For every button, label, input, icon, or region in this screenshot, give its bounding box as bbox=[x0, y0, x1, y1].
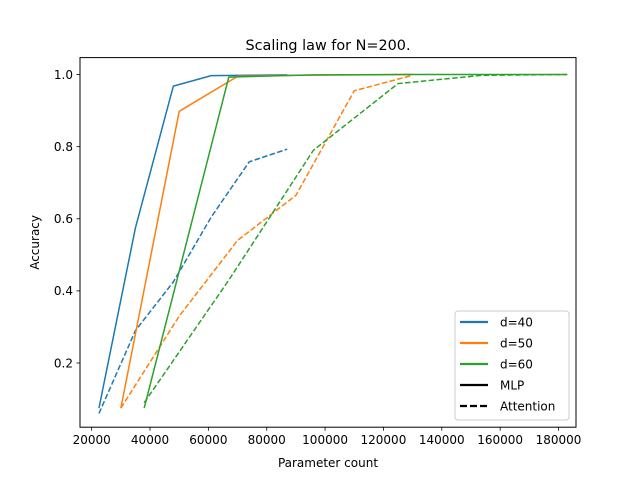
x-tick-label: 60000 bbox=[189, 433, 227, 447]
legend-label: d=60 bbox=[500, 358, 533, 372]
plot-frame bbox=[79, 57, 577, 428]
x-tick-label: 40000 bbox=[131, 433, 169, 447]
legend: d=40 d=50 d=60 MLP Attention bbox=[454, 310, 570, 421]
x-axis: 20000 40000 60000 80000 100000 120000 140000 16… bbox=[73, 427, 582, 447]
series-line-d40-mlp bbox=[98, 74, 288, 409]
x-tick-label: 140000 bbox=[419, 433, 465, 447]
legend-label: d=40 bbox=[500, 316, 533, 330]
x-tick-label: 180000 bbox=[536, 433, 582, 447]
series-line-d60-attention bbox=[143, 73, 568, 404]
y-tick-label: 0.8 bbox=[54, 140, 73, 154]
y-tick-label: 0.4 bbox=[54, 284, 73, 298]
series-line-d40-attention bbox=[98, 148, 288, 414]
y-axis: 0.2 0.4 0.6 0.8 1.0 bbox=[54, 68, 80, 370]
series-line-d50-attention bbox=[120, 74, 413, 409]
y-tick-label: 1.0 bbox=[54, 68, 73, 82]
x-tick-label: 160000 bbox=[477, 433, 523, 447]
legend-box bbox=[454, 310, 570, 421]
y-tick-label: 0.6 bbox=[54, 212, 73, 226]
x-tick-label: 80000 bbox=[248, 433, 286, 447]
y-tick-label: 0.2 bbox=[54, 356, 73, 370]
series-layer bbox=[98, 73, 568, 414]
series-line-d50-mlp bbox=[120, 73, 413, 409]
legend-label: MLP bbox=[500, 379, 524, 393]
legend-label: Attention bbox=[500, 400, 555, 414]
chart-title: Scaling law for N=200. bbox=[245, 38, 410, 54]
x-tick-label: 120000 bbox=[361, 433, 407, 447]
x-axis-label: Parameter count bbox=[278, 456, 378, 470]
x-tick-label: 100000 bbox=[302, 433, 348, 447]
x-tick-label: 20000 bbox=[73, 433, 111, 447]
legend-label: d=50 bbox=[500, 337, 533, 351]
y-axis-label: Accuracy bbox=[28, 215, 42, 270]
